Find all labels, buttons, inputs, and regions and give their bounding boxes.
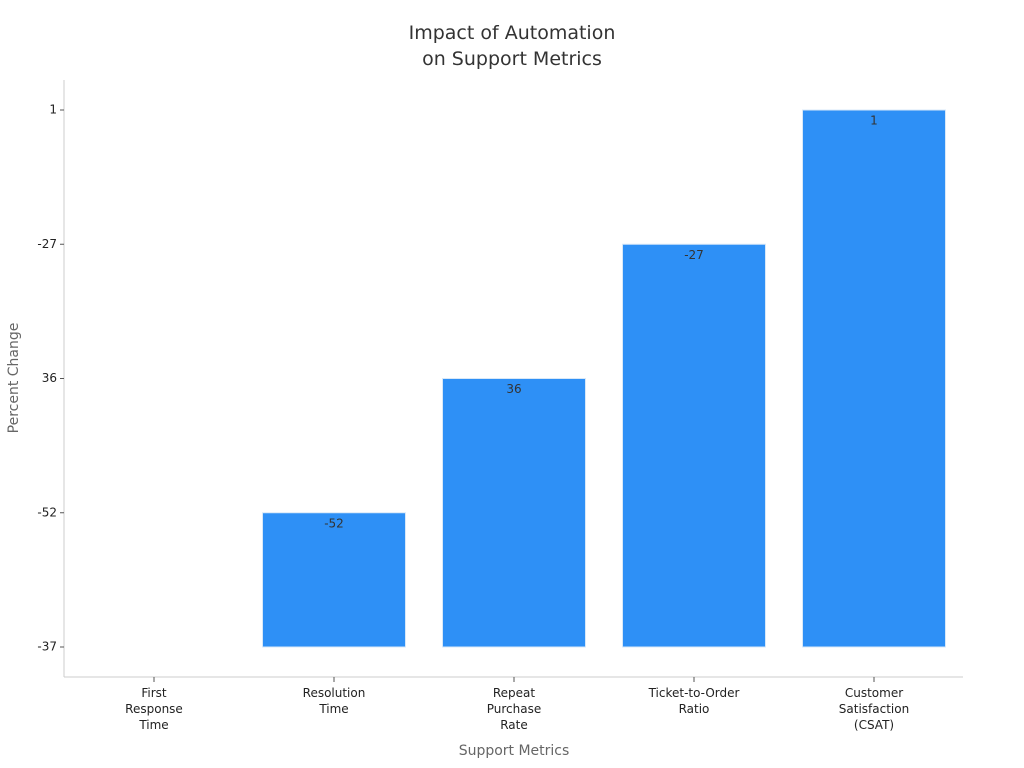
value-label: -27 <box>684 248 704 262</box>
x-tick-label: Customer Satisfaction (CSAT) <box>839 686 909 732</box>
y-tick-label: -27 <box>37 237 57 251</box>
x-tick-label: Repeat Purchase Rate <box>487 686 542 732</box>
value-label: 1 <box>870 114 878 128</box>
bar <box>802 109 946 648</box>
bar <box>622 243 766 648</box>
x-tick-label: Resolution Time <box>303 686 366 716</box>
x-axis-label: Support Metrics <box>459 743 570 759</box>
y-tick-label: 36 <box>42 371 57 385</box>
y-tick-label: -52 <box>37 505 57 519</box>
value-label: -52 <box>324 516 344 530</box>
value-label: 36 <box>506 382 521 396</box>
y-tick-label: -37 <box>37 640 57 654</box>
bar <box>442 378 586 648</box>
y-tick-label: 1 <box>49 103 57 117</box>
x-tick-label: Ticket-to-Order Ratio <box>648 686 740 716</box>
bar <box>262 512 406 648</box>
x-tick-label: First Response Time <box>125 686 183 732</box>
y-axis-label: Percent Change <box>6 323 22 434</box>
chart-title: Impact of Automation on Support Metrics <box>409 22 616 70</box>
